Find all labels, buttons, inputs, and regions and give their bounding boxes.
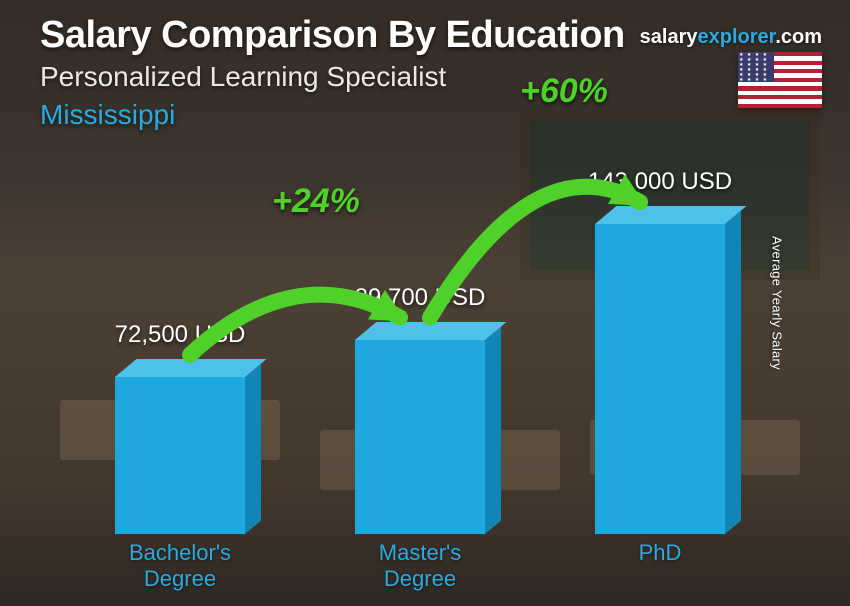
jump-arrow bbox=[0, 0, 850, 606]
chart-canvas: Salary Comparison By Education Personali… bbox=[0, 0, 850, 606]
jump-label: +60% bbox=[520, 72, 608, 111]
